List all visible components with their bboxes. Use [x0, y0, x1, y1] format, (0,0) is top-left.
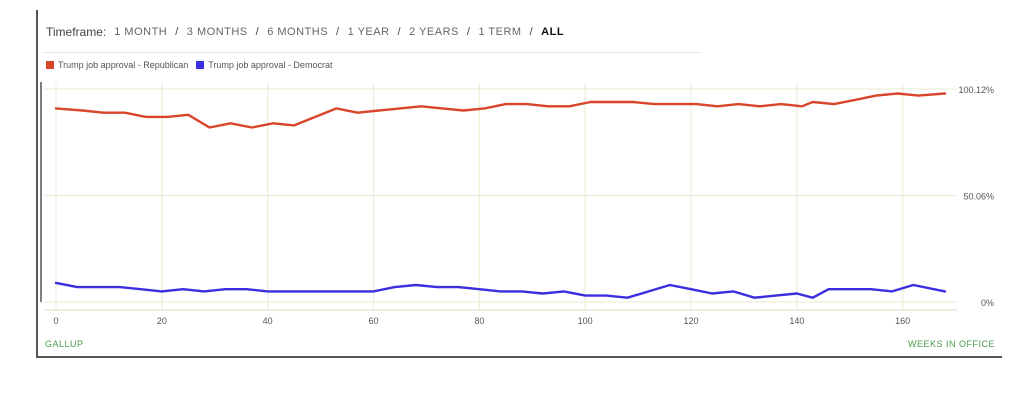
timeframe-separator: / — [397, 26, 402, 38]
timeframe-option-all[interactable]: ALL — [541, 26, 565, 38]
timeframe-separator: / — [255, 26, 260, 38]
timeframe-separator: / — [529, 26, 534, 38]
x-tick-label: 120 — [683, 316, 698, 326]
x-tick-label: 40 — [263, 316, 273, 326]
timeframe-option-1-term[interactable]: 1 TERM — [478, 26, 522, 38]
chart-legend: Trump job approval - Republican Trump jo… — [46, 60, 340, 70]
frame-left-border — [36, 10, 38, 358]
legend-label-democrat: Trump job approval - Democrat — [208, 60, 333, 70]
timeframe-separator: / — [336, 26, 340, 38]
timeframe-separator: / — [175, 26, 179, 38]
x-tick-label: 160 — [895, 316, 910, 326]
x-tick-label: 80 — [474, 316, 484, 326]
y-tick-label: 0% — [981, 298, 994, 308]
x-axis-title: WEEKS IN OFFICE — [908, 339, 996, 349]
x-tick-label: 0 — [53, 316, 58, 326]
timeframe-separator: / — [466, 26, 471, 38]
source-label: GALLUP — [45, 339, 84, 349]
y-tick-label: 50.06% — [963, 192, 994, 202]
legend-swatch-democrat — [196, 61, 205, 69]
legend-swatch-republican — [46, 61, 54, 69]
frame-bottom-border — [36, 356, 1002, 358]
series-line-democrat — [54, 281, 947, 299]
legend-label-republican: Trump job approval - Republican — [58, 60, 189, 70]
timeframe-label: Timeframe: — [46, 25, 107, 39]
chart-series — [54, 92, 947, 299]
x-tick-label: 100 — [578, 316, 593, 326]
chart-axes: 0 20 40 60 80 100 120 140 160 100.12% 50.06% 0% — [40, 82, 994, 326]
x-tick-label: 20 — [157, 316, 167, 326]
y-tick-label: 100.12% — [958, 85, 994, 95]
x-tick-label: 60 — [368, 316, 378, 326]
chart-grid — [44, 83, 957, 310]
timeframe-option-2-years[interactable]: 2 YEARS — [409, 26, 459, 38]
timeframe-option-3-months[interactable]: 3 MONTHS — [186, 26, 248, 38]
timeframe-option-1-month[interactable]: 1 MONTH — [114, 26, 168, 38]
legend-item-democrat[interactable]: Trump job approval - Democrat — [196, 60, 332, 70]
series-line-republican — [54, 92, 947, 129]
legend-item-republican[interactable]: Trump job approval - Republican — [46, 60, 188, 70]
timeframe-divider — [44, 52, 700, 53]
x-tick-label: 140 — [789, 316, 804, 326]
timeframe-selector: Timeframe: 1 MONTH / 3 MONTHS / 6 MONTHS… — [46, 25, 564, 39]
timeframe-option-6-months[interactable]: 6 MONTHS — [267, 26, 329, 38]
timeframe-option-1-year[interactable]: 1 YEAR — [347, 26, 390, 38]
